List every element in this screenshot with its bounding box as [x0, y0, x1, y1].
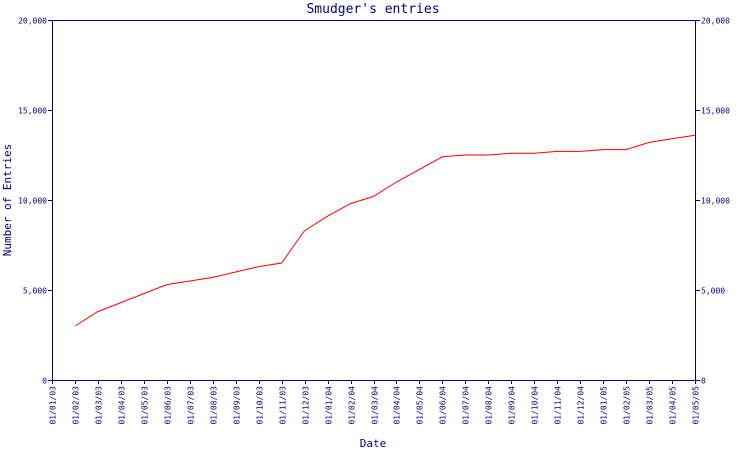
x-tick-label: 01/02/04 — [348, 386, 357, 425]
x-tick-label: 01/04/05 — [669, 386, 678, 425]
y-tick-label-left: 20,000 — [18, 17, 47, 26]
x-tick-label: 01/12/03 — [302, 386, 311, 425]
x-tick-label: 01/12/04 — [577, 386, 586, 425]
plot-frame — [52, 20, 696, 381]
series-group — [74, 134, 696, 327]
x-tick-label: 01/01/04 — [325, 386, 334, 425]
x-tick-label: 01/09/03 — [233, 386, 242, 425]
x-tick-label: 01/11/03 — [279, 386, 288, 425]
x-tick-label: 01/02/03 — [72, 386, 81, 425]
y-tick-label-left: 0 — [42, 377, 47, 386]
x-tick-label: 01/11/04 — [554, 386, 563, 425]
x-tick-label: 01/10/03 — [256, 386, 265, 425]
x-tick-label: 01/03/04 — [371, 386, 380, 425]
x-tick-label: 01/07/03 — [187, 386, 196, 425]
x-tick-label: 01/06/03 — [164, 386, 173, 425]
y-tick-label-right: 5,000 — [701, 287, 725, 296]
x-tick-label: 01/05/03 — [141, 386, 150, 425]
y-tick-label-right: 0 — [701, 377, 706, 386]
axes — [52, 20, 696, 381]
chart-title: Smudger's entries — [306, 2, 439, 17]
y-axis-right: 0 5,000 10,000 15,000 20,000 — [696, 17, 730, 386]
y-tick-label-left: 5,000 — [23, 287, 47, 296]
x-tick-label: 01/08/03 — [210, 386, 219, 425]
x-axis: 01/01/03 01/02/03 01/03/03 01/04/03 01/05/03… — [49, 380, 701, 425]
y-tick-label-left: 10,000 — [18, 197, 47, 206]
x-axis-title: Date — [360, 437, 387, 450]
x-tick-label: 01/06/04 — [439, 386, 448, 425]
y-axis-title: Number of Entries — [1, 144, 14, 257]
y-tick-label-right: 20,000 — [701, 17, 730, 26]
x-tick-label: 01/07/04 — [462, 386, 471, 425]
series-line-0 — [74, 134, 696, 327]
x-tick-label: 01/01/03 — [49, 386, 58, 425]
x-tick-label: 01/04/04 — [393, 386, 402, 425]
y-tick-label-left: 15,000 — [18, 107, 47, 116]
x-tick-label: 01/10/04 — [531, 386, 540, 425]
x-tick-label: 01/08/04 — [485, 386, 494, 425]
x-tick-label: 01/05/04 — [416, 386, 425, 425]
y-tick-label-right: 10,000 — [701, 197, 730, 206]
y-tick-label-right: 15,000 — [701, 107, 730, 116]
x-tick-label: 01/03/05 — [646, 386, 655, 425]
x-tick-label: 01/04/03 — [118, 386, 127, 425]
x-tick-label: 01/03/03 — [95, 386, 104, 425]
x-tick-label: 01/05/05 — [692, 386, 701, 425]
x-tick-label: 01/01/05 — [600, 386, 609, 425]
y-axis-left: 0 5,000 10,000 15,000 20,000 — [18, 17, 52, 386]
x-tick-label: 01/09/04 — [508, 386, 517, 425]
x-tick-label: 01/02/05 — [623, 386, 632, 425]
